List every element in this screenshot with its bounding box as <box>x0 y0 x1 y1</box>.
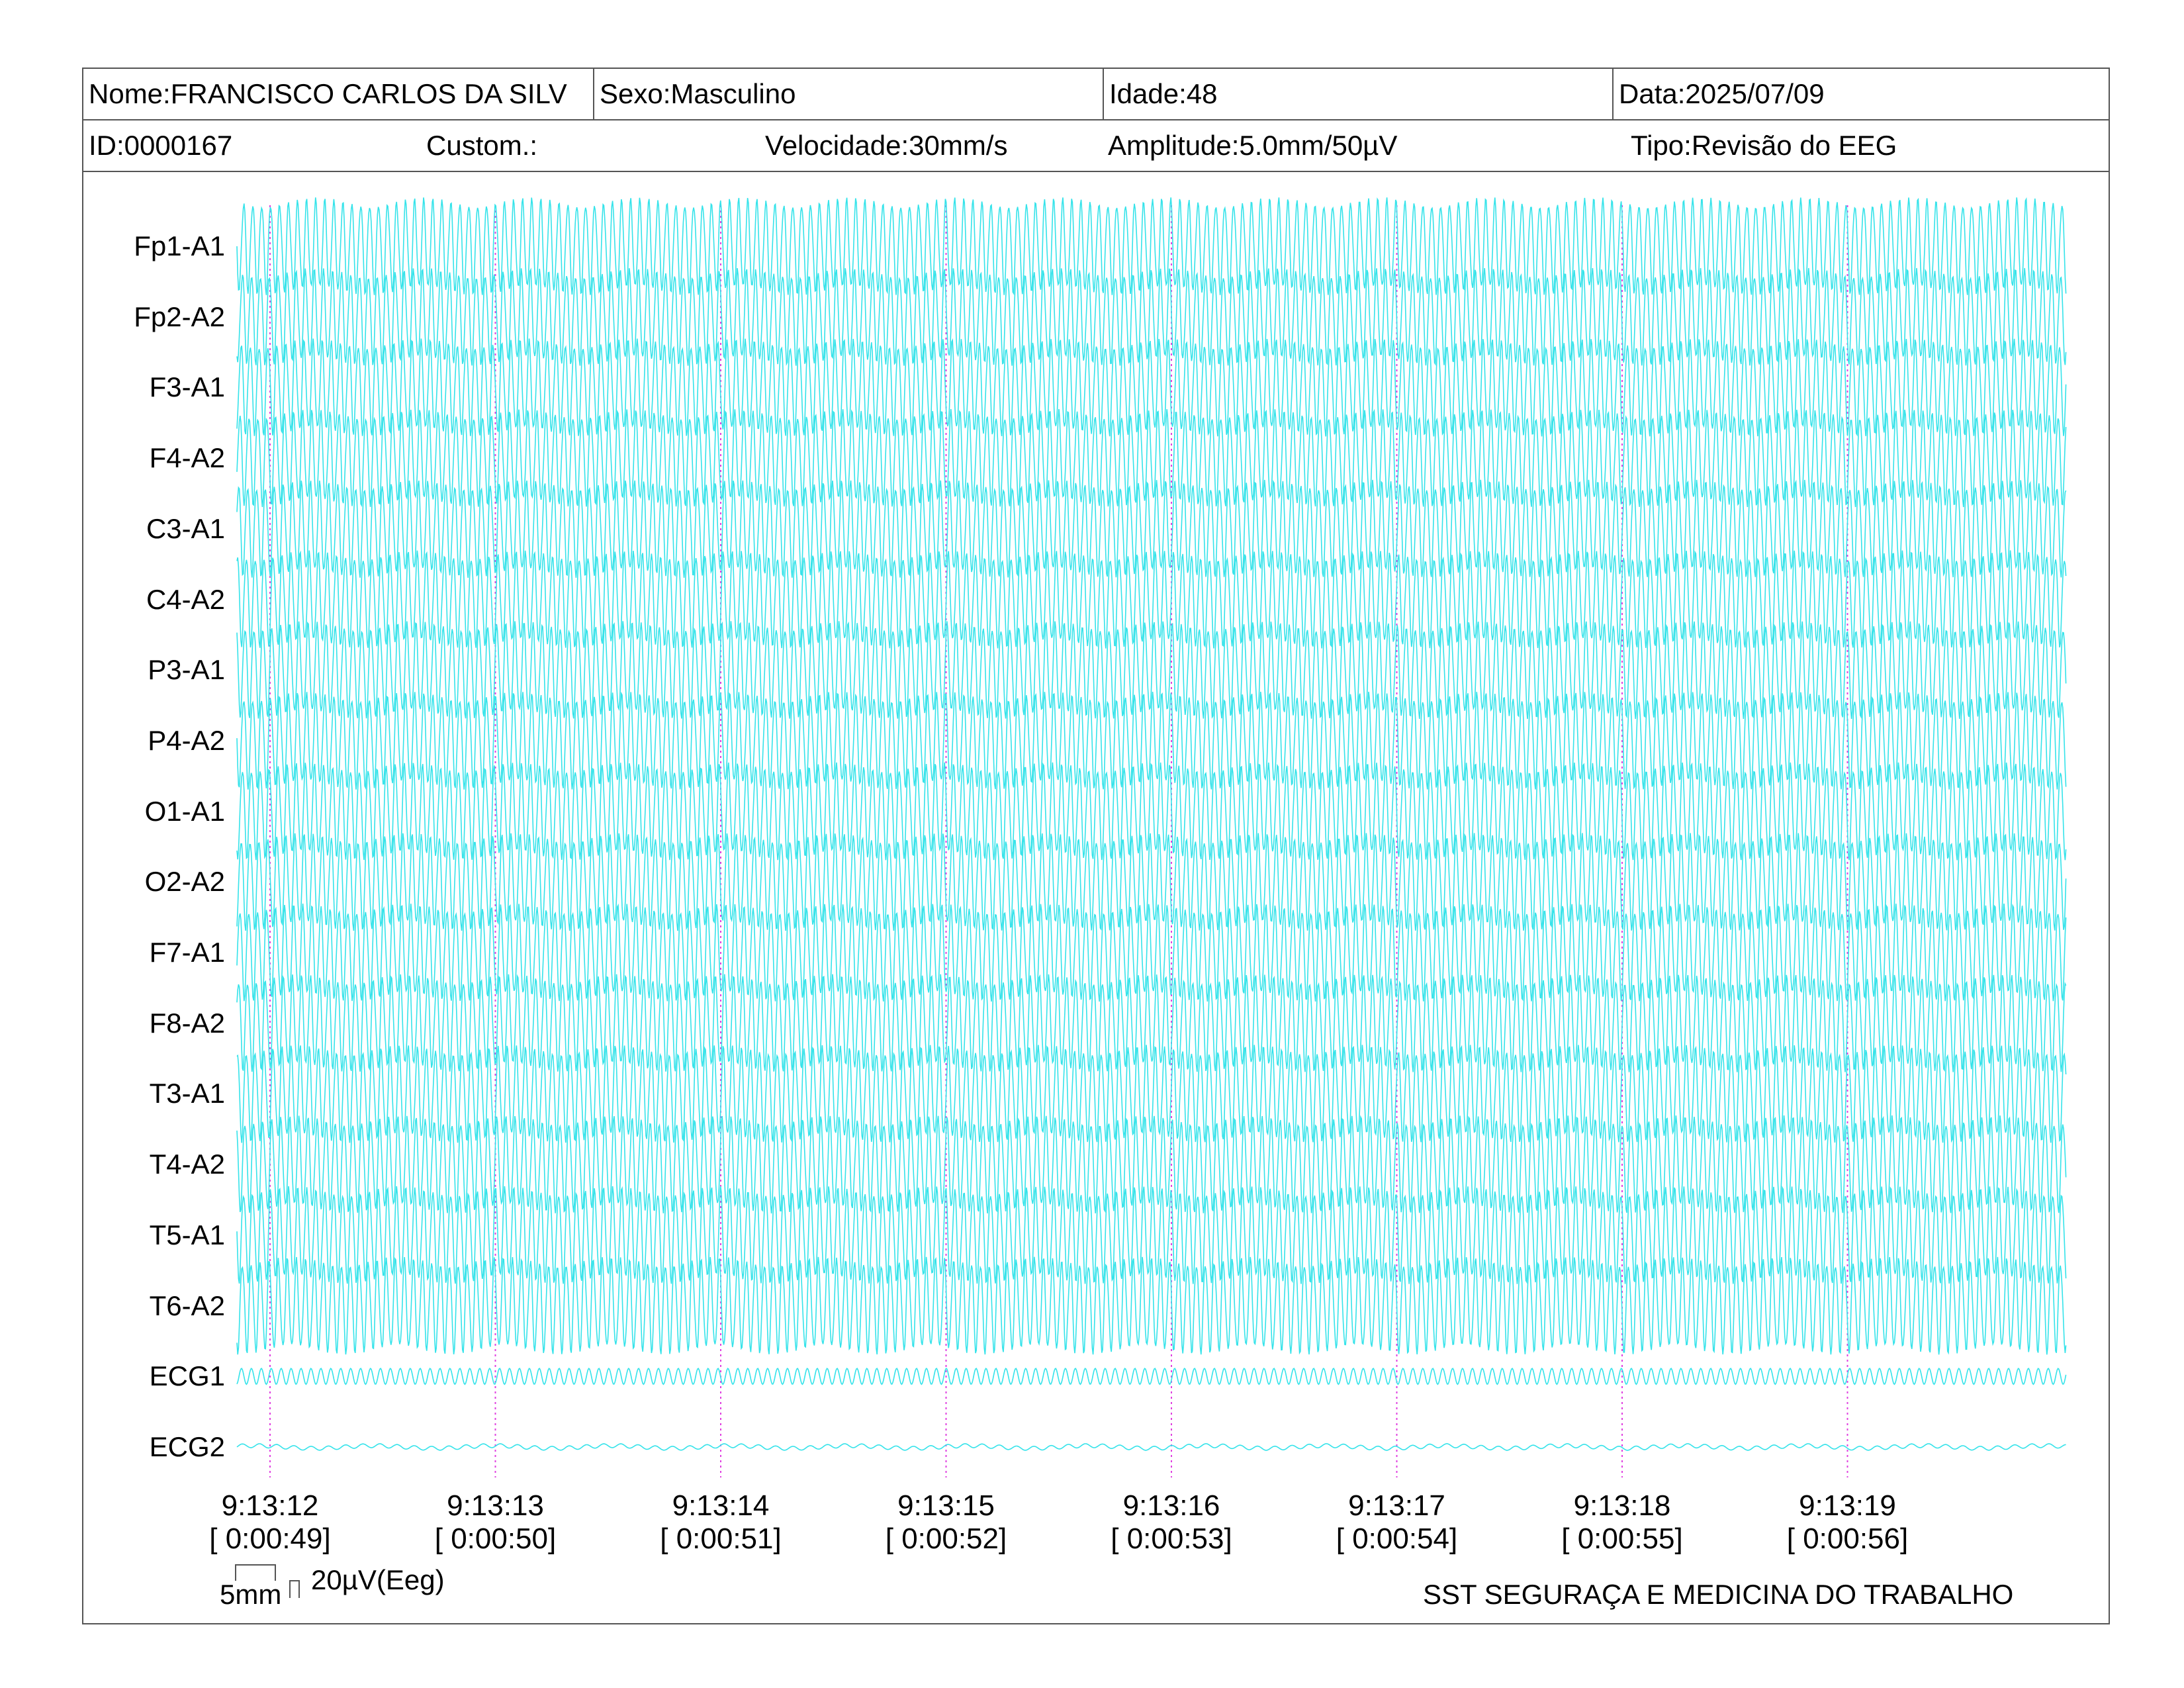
patient-id: ID:0000167 <box>89 130 233 161</box>
time-mark-elapsed: [ 0:00:52] <box>885 1523 1007 1555</box>
channel-label: ECG2 <box>149 1430 225 1462</box>
time-mark-elapsed: [ 0:00:56] <box>1786 1523 1909 1555</box>
amplitude-setting: Amplitude:5.0mm/50µV <box>1108 130 1398 161</box>
time-mark-elapsed: [ 0:00:55] <box>1561 1523 1683 1555</box>
channel-trace <box>236 550 2067 649</box>
channel-trace <box>236 903 2067 1002</box>
channel-trace <box>236 1368 2067 1385</box>
channel-label: P4-A2 <box>148 724 225 756</box>
channel-trace <box>236 1443 2066 1451</box>
channel-trace <box>236 267 2067 366</box>
channel-label: T3-A1 <box>149 1078 225 1109</box>
time-mark-label: 9:13:16[ 0:00:53] <box>1085 1489 1257 1556</box>
channel-trace <box>236 408 2067 508</box>
paper-speed: Velocidade:30mm/s <box>765 130 1008 161</box>
channel-trace <box>236 1256 2067 1355</box>
time-mark-label: 9:13:12[ 0:00:49] <box>184 1489 356 1556</box>
channel-label: C3-A1 <box>146 512 225 544</box>
scale-bracket-icon <box>235 1564 300 1598</box>
time-mark-clock: 9:13:18 <box>1573 1489 1671 1522</box>
time-scale-label: 5mm <box>220 1579 282 1610</box>
channel-label: T6-A2 <box>149 1289 225 1321</box>
channel-trace <box>236 479 2067 578</box>
time-mark-elapsed: [ 0:00:54] <box>1336 1523 1458 1555</box>
header-row-2: ID:0000167 Custom.: Velocidade:30mm/s Am… <box>83 120 2109 172</box>
channel-label: T5-A1 <box>149 1219 225 1250</box>
time-mark-elapsed: [ 0:00:53] <box>1111 1523 1232 1555</box>
channel-trace <box>236 1115 2067 1214</box>
time-mark-clock: 9:13:16 <box>1122 1489 1220 1522</box>
channel-trace <box>236 833 2067 931</box>
channel-label: ECG1 <box>149 1360 225 1392</box>
time-mark-label: 9:13:14[ 0:00:51] <box>635 1489 807 1556</box>
time-mark-elapsed: [ 0:00:51] <box>660 1523 782 1555</box>
patient-sex: Sexo:Masculino <box>593 69 1103 119</box>
time-mark-label: 9:13:17[ 0:00:54] <box>1311 1489 1483 1556</box>
channel-trace <box>236 1045 2067 1143</box>
report-frame: Nome:FRANCISCO CARLOS DA SILV Sexo:Mascu… <box>82 68 2110 1624</box>
exam-date: Data:2025/07/09 <box>1612 69 2110 119</box>
channel-label: C4-A2 <box>146 583 225 615</box>
channel-label: O1-A1 <box>144 795 225 827</box>
time-mark-label: 9:13:13[ 0:00:50] <box>410 1489 582 1556</box>
channel-label: F8-A2 <box>149 1007 225 1039</box>
channel-trace <box>236 197 2067 296</box>
channel-label: Fp2-A2 <box>134 301 225 332</box>
time-mark-label: 9:13:15[ 0:00:52] <box>860 1489 1032 1556</box>
time-mark-label: 9:13:18[ 0:00:55] <box>1536 1489 1708 1556</box>
channel-label: T4-A2 <box>149 1149 225 1180</box>
time-mark-label: 9:13:19[ 0:00:56] <box>1762 1489 1934 1556</box>
time-mark-clock: 9:13:19 <box>1799 1489 1896 1522</box>
time-mark-clock: 9:13:14 <box>672 1489 770 1522</box>
exam-type: Tipo:Revisão do EEG <box>1631 130 1897 161</box>
patient-age: Idade:48 <box>1103 69 1612 119</box>
channel-trace <box>236 762 2067 861</box>
channel-trace <box>236 1186 2067 1284</box>
channel-label: O2-A2 <box>144 866 225 898</box>
channel-trace <box>236 338 2067 437</box>
channel-trace <box>236 691 2067 790</box>
time-mark-elapsed: [ 0:00:50] <box>434 1523 557 1555</box>
channel-trace <box>236 974 2067 1072</box>
time-mark-clock: 9:13:15 <box>897 1489 995 1522</box>
channel-label: F3-A1 <box>149 371 225 403</box>
time-mark-elapsed: [ 0:00:49] <box>209 1523 331 1555</box>
patient-name: Nome:FRANCISCO CARLOS DA SILV <box>89 78 567 109</box>
footer-company: SST SEGURAÇA E MEDICINA DO TRABALHO <box>1423 1579 2014 1610</box>
header-row-1: Nome:FRANCISCO CARLOS DA SILV Sexo:Mascu… <box>83 69 2109 120</box>
amplitude-scale-label: 20µV(Eeg) <box>311 1564 445 1595</box>
channel-label: F4-A2 <box>149 442 225 474</box>
time-mark-clock: 9:13:17 <box>1348 1489 1445 1522</box>
time-mark-clock: 9:13:13 <box>447 1489 544 1522</box>
time-mark-clock: 9:13:12 <box>221 1489 319 1522</box>
channel-label: F7-A1 <box>149 937 225 968</box>
channel-label: Fp1-A1 <box>134 230 225 261</box>
custom-field: Custom.: <box>426 130 538 161</box>
channel-label: P3-A1 <box>148 654 225 686</box>
channel-trace <box>236 621 2067 720</box>
